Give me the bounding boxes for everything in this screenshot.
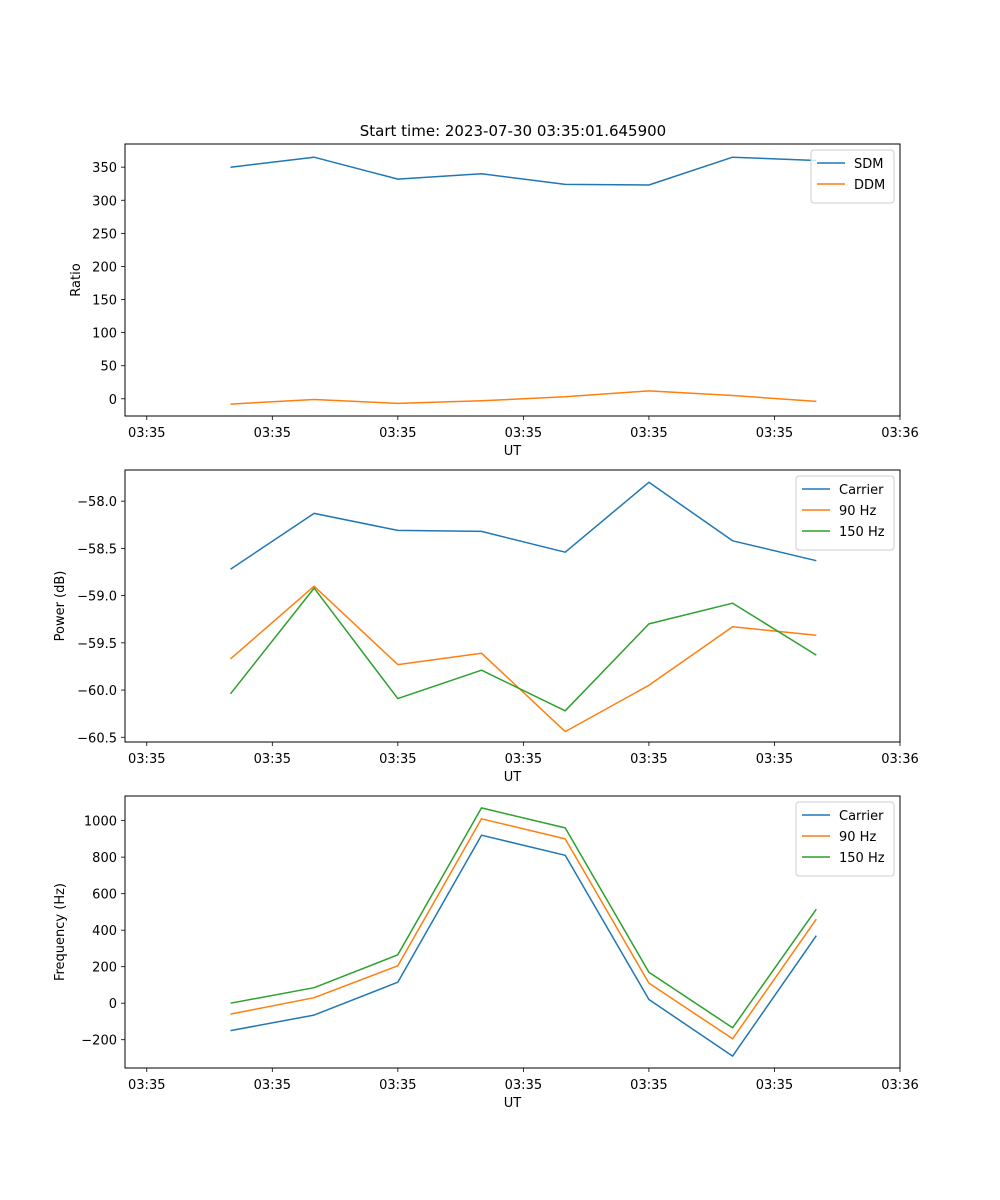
power-axes-frame [124, 469, 901, 743]
power-x-tick-label: 03:35 [379, 752, 416, 767]
frequency-y-tick-label: 800 [92, 851, 117, 866]
frequency-y-axis-label: Frequency (Hz) [53, 883, 68, 981]
panel-ratio: 03:35 03:35 03:35 03:35 03:35 03:35 03:36 0 50 10… [69, 143, 919, 459]
frequency-series-carrier [230, 834, 817, 1057]
power-series-150-hz [229, 587, 817, 712]
ratio-x-axis-label: UT [504, 444, 522, 459]
power-x-tick-label: 03:35 [756, 752, 793, 767]
ratio-series-sdm [230, 156, 817, 186]
power-x-tick-label: 03:36 [881, 752, 918, 767]
ratio-legend: SDM DDM [810, 149, 895, 204]
frequency-x-tick-label: 03:35 [128, 1078, 165, 1093]
frequency-x-tick-label: 03:35 [254, 1078, 291, 1093]
power-y-tick-label: −59.0 [77, 590, 117, 605]
frequency-legend-label: 150 Hz [839, 851, 885, 866]
ratio-legend-label: DDM [854, 178, 885, 193]
frequency-x-tick-label: 03:35 [756, 1078, 793, 1093]
power-legend: Carrier 90 Hz 150 Hz [795, 475, 895, 551]
frequency-x-tick-label: 03:35 [505, 1078, 542, 1093]
frequency-y-tick-label: −200 [81, 1034, 117, 1049]
power-x-axis-label: UT [504, 770, 522, 785]
frequency-series-90-hz [230, 818, 817, 1040]
ratio-y-tick-label: 150 [92, 294, 117, 309]
power-x-tick-label: 03:35 [128, 752, 165, 767]
frequency-x-tick-label: 03:36 [881, 1078, 918, 1093]
power-legend-label: 90 Hz [839, 504, 876, 519]
power-x-tick-label: 03:35 [505, 752, 542, 767]
ratio-x-tick-label: 03:35 [505, 426, 542, 441]
power-x-tick-label: 03:35 [254, 752, 291, 767]
frequency-y-tick-label: 400 [92, 924, 117, 939]
ratio-x-tick-label: 03:35 [128, 426, 165, 441]
ratio-y-axis-label: Ratio [69, 263, 84, 296]
power-series-90-hz [230, 585, 817, 733]
power-legend-label: 150 Hz [839, 525, 885, 540]
ratio-series-ddm [230, 390, 817, 405]
ratio-y-tick-label: 200 [92, 260, 117, 275]
power-y-axis-label: Power (dB) [53, 571, 68, 642]
frequency-x-tick-label: 03:35 [630, 1078, 667, 1093]
ratio-y-tick-label: 100 [92, 327, 117, 342]
frequency-y-tick-label: 0 [109, 997, 117, 1012]
frequency-legend-label: Carrier [839, 809, 884, 824]
figure-title: Start time: 2023-07-30 03:35:01.645900 [360, 122, 666, 140]
panel-frequency: 03:35 03:35 03:35 03:35 03:35 03:35 03:36 −200 0… [53, 795, 919, 1111]
ratio-y-tick-label: 300 [92, 194, 117, 209]
power-legend-label: Carrier [839, 483, 884, 498]
ratio-y-tick-label: 250 [92, 227, 117, 242]
ratio-x-tick-label: 03:35 [379, 426, 416, 441]
frequency-y-tick-label: 200 [92, 961, 117, 976]
ratio-axes-frame [124, 143, 901, 417]
power-series-carrier [230, 481, 817, 570]
power-y-tick-label: −58.0 [77, 495, 117, 510]
frequency-axes-frame [124, 795, 901, 1069]
power-y-tick-label: −59.5 [77, 637, 117, 652]
frequency-series-150-hz [230, 807, 817, 1029]
ratio-x-tick-label: 03:35 [756, 426, 793, 441]
frequency-y-tick-label: 1000 [84, 815, 117, 830]
ratio-x-tick-label: 03:36 [881, 426, 918, 441]
ratio-y-tick-label: 0 [109, 393, 117, 408]
ratio-y-tick-label: 50 [100, 360, 117, 375]
frequency-x-tick-label: 03:35 [379, 1078, 416, 1093]
ratio-x-tick-label: 03:35 [630, 426, 667, 441]
power-y-tick-label: −58.5 [77, 542, 117, 557]
power-x-tick-label: 03:35 [630, 752, 667, 767]
panel-power: 03:35 03:35 03:35 03:35 03:35 03:35 03:36 −60.5… [53, 469, 919, 785]
frequency-legend: Carrier 90 Hz 150 Hz [795, 801, 895, 877]
ratio-y-tick-label: 350 [92, 161, 117, 176]
ratio-x-tick-label: 03:35 [254, 426, 291, 441]
ratio-legend-label: SDM [854, 157, 883, 172]
power-y-tick-label: −60.5 [77, 731, 117, 746]
frequency-legend-label: 90 Hz [839, 830, 876, 845]
power-y-tick-label: −60.0 [77, 684, 117, 699]
frequency-x-axis-label: UT [504, 1096, 522, 1111]
frequency-y-tick-label: 600 [92, 888, 117, 903]
